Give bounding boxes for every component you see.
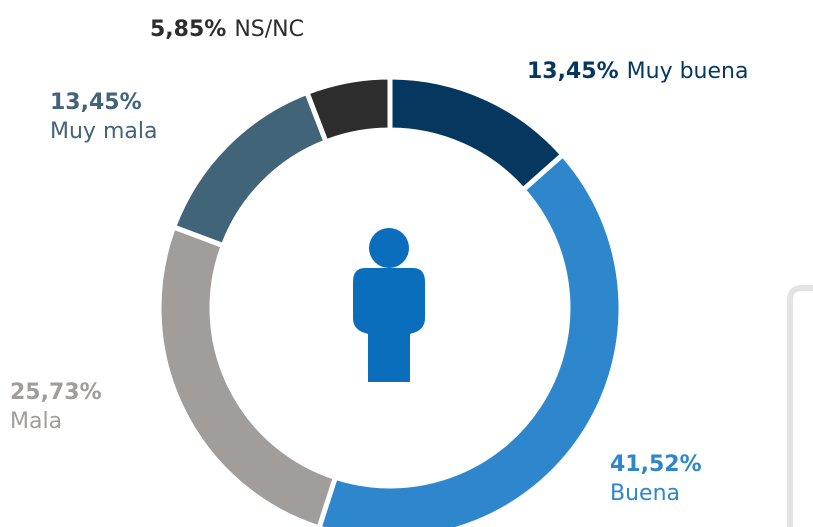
- side-panel: [787, 285, 813, 527]
- category-label: Muy mala: [50, 119, 157, 144]
- donut-segment: [303, 74, 393, 146]
- value-label: 13,45%: [50, 90, 142, 115]
- category-label: NS/NC: [234, 17, 304, 42]
- donut-segment: [316, 151, 624, 527]
- value-label: 25,73%: [10, 380, 102, 405]
- value-label: 5,85%: [150, 17, 226, 42]
- person-icon: [353, 228, 425, 382]
- value-label: 41,52%: [610, 452, 702, 477]
- category-label: Muy buena: [627, 59, 749, 84]
- segment-label: 5,85% NS/NC: [150, 17, 304, 42]
- segment-label: 13,45% Muy buena: [527, 59, 748, 84]
- donut-segment: [170, 89, 330, 249]
- value-label: 13,45%: [527, 59, 619, 84]
- category-label: Mala: [10, 409, 62, 434]
- donut-segment: [156, 223, 339, 527]
- category-label: Buena: [610, 481, 680, 506]
- donut-segment: [387, 74, 567, 194]
